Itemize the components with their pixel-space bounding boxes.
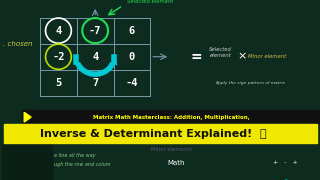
Bar xyxy=(22,110,320,124)
Text: Minor elements: Minor elements xyxy=(150,147,192,152)
Text: ugh the row and colum: ugh the row and colum xyxy=(54,162,110,167)
Text: Minor element: Minor element xyxy=(248,54,286,59)
Bar xyxy=(2,144,52,180)
Text: +   -   +: + - + xyxy=(273,160,298,165)
Text: e line all the way: e line all the way xyxy=(54,153,95,158)
Text: ×: × xyxy=(238,52,247,62)
Text: Apply the sign pattern of matrix: Apply the sign pattern of matrix xyxy=(215,81,285,85)
Text: Selected
element: Selected element xyxy=(209,48,232,58)
Text: Inverse & Determinant Explained!  🧠: Inverse & Determinant Explained! 🧠 xyxy=(40,129,267,139)
Text: -2: -2 xyxy=(52,52,65,62)
Text: . chosen: . chosen xyxy=(4,41,33,47)
Text: 4: 4 xyxy=(92,52,98,62)
Polygon shape xyxy=(24,112,31,122)
Bar xyxy=(4,124,317,143)
Text: Math: Math xyxy=(167,160,185,166)
Text: =: = xyxy=(190,50,202,64)
Text: Matrix Math Masterclass: Addition, Multiplication,: Matrix Math Masterclass: Addition, Multi… xyxy=(93,115,250,120)
Text: 0: 0 xyxy=(129,52,135,62)
Text: 5: 5 xyxy=(55,78,61,88)
Text: -4: -4 xyxy=(126,78,138,88)
Text: Selected element: Selected element xyxy=(127,0,173,4)
Text: -7: -7 xyxy=(89,26,101,36)
Text: 4: 4 xyxy=(55,26,61,36)
Text: 7: 7 xyxy=(92,78,98,88)
Text: 6: 6 xyxy=(129,26,135,36)
